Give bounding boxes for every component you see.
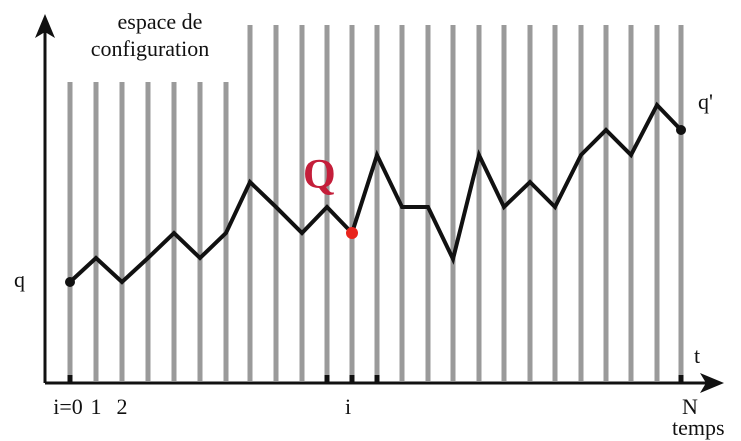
path bbox=[68, 101, 683, 285]
start-point bbox=[65, 277, 75, 287]
ticks bbox=[67, 375, 684, 383]
x-label: 2 bbox=[117, 394, 128, 419]
x-label: 1 bbox=[91, 394, 102, 419]
x-arrow bbox=[700, 373, 724, 393]
end-point bbox=[676, 125, 686, 135]
time-slices bbox=[67, 25, 684, 381]
label-temps: temps bbox=[672, 415, 725, 440]
x-label: N bbox=[682, 394, 698, 419]
title-line: configuration bbox=[91, 36, 210, 61]
label-q: q bbox=[14, 267, 25, 292]
label-t: t bbox=[694, 343, 700, 368]
point-q bbox=[346, 227, 358, 239]
x-label: i bbox=[345, 394, 351, 419]
label-q-prime: q' bbox=[698, 89, 713, 114]
title-line: espace de bbox=[118, 9, 203, 34]
x-label: i=0 bbox=[53, 394, 83, 419]
label-big-q: Q bbox=[303, 152, 336, 198]
y-arrow bbox=[35, 14, 55, 38]
